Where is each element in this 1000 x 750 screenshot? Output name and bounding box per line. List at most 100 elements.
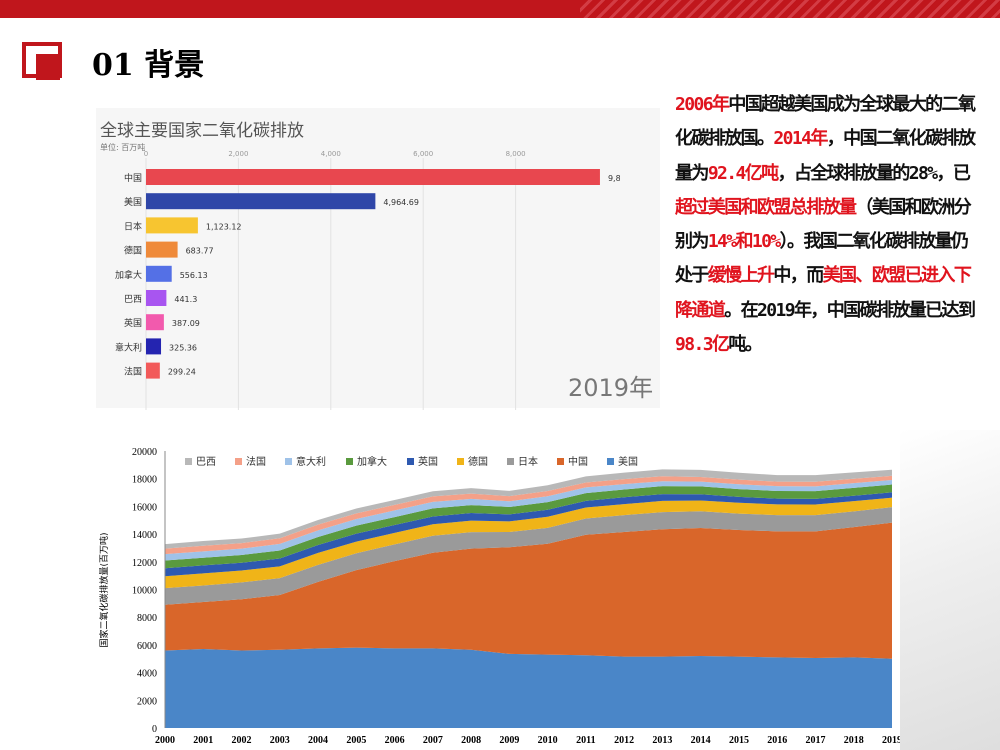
legend-label: 英国 — [418, 455, 438, 468]
x-tick-label: 0 — [144, 150, 148, 158]
legend-label: 日本 — [518, 455, 538, 468]
x-tick-label: 2005 — [346, 735, 366, 746]
x-tick-label: 2013 — [652, 735, 672, 746]
page-title: 01 背景 — [92, 48, 205, 83]
body-text: 中，而 — [773, 265, 824, 287]
bar — [146, 169, 600, 185]
value-label: 387.09 — [172, 319, 200, 328]
y-tick-label: 14000 — [132, 530, 157, 541]
x-tick-label: 2003 — [270, 735, 290, 746]
legend-label: 巴西 — [196, 456, 216, 468]
value-label: 556.13 — [180, 271, 208, 280]
legend-label: 美国 — [618, 455, 638, 468]
y-tick-label: 10000 — [132, 586, 157, 597]
highlight-text: 超过美国和欧盟总排放量 — [675, 196, 857, 218]
value-label: 4,964.69 — [383, 198, 419, 207]
legend-swatch — [557, 458, 564, 465]
area-series — [165, 647, 892, 728]
highlight-text: 14%和10% — [707, 231, 781, 253]
body-text: 。在2019年，中国碳排放量已达到 — [724, 299, 976, 321]
bar — [146, 362, 160, 379]
x-tick-label: 2001 — [193, 735, 213, 746]
area-series — [165, 479, 892, 561]
x-tick-label: 2,000 — [228, 150, 248, 158]
legend-label: 中国 — [568, 455, 588, 468]
x-tick-label: 2007 — [423, 735, 443, 746]
category-label: 日本 — [124, 220, 142, 232]
x-tick-label: 2018 — [844, 735, 864, 746]
y-tick-label: 16000 — [132, 502, 157, 513]
bar-chart-title: 全球主要国家二氧化碳排放 — [100, 121, 304, 141]
x-tick-label: 2010 — [538, 735, 558, 746]
x-tick-label: 8,000 — [506, 150, 526, 158]
x-tick-label: 4,000 — [321, 150, 341, 158]
highlight-text: 美国、欧盟已进入下降通道 — [675, 265, 972, 321]
x-tick-label: 2012 — [614, 735, 634, 746]
area-series — [165, 507, 892, 605]
value-label: 441.3 — [174, 295, 197, 304]
x-tick-label: 2008 — [461, 735, 481, 746]
x-tick-label: 2019 — [882, 735, 900, 746]
x-tick-label: 2000 — [155, 735, 175, 746]
bar-race-panel — [96, 108, 660, 408]
bar — [146, 290, 167, 306]
area-series — [165, 522, 892, 659]
category-label: 美国 — [124, 196, 142, 208]
x-tick-label: 2009 — [499, 735, 519, 746]
highlight-text: 缓慢上升 — [707, 265, 775, 287]
area-series — [165, 469, 892, 549]
title-square-icon — [22, 42, 72, 82]
category-label: 法国 — [124, 366, 142, 378]
legend-label: 加拿大 — [357, 455, 387, 468]
y-tick-label: 18000 — [132, 475, 157, 486]
value-label: 683.77 — [186, 247, 214, 256]
description-text: 2006年中国超越美国成为全球最大的二氧化碳排放国。2014年，中国二氧化碳排放… — [675, 88, 976, 362]
body-text: 中国超越美国成为全球最大的二氧化碳排放国。 — [675, 94, 976, 150]
y-tick-label: 20000 — [132, 447, 157, 458]
category-label: 英国 — [124, 317, 142, 329]
y-axis-label: 国家二氧化碳排放量(百万吨) — [98, 532, 110, 647]
body-text: 吨。 — [728, 334, 762, 356]
bar-chart: 0 2,000 4,000 6,000 8,000 中国 9,825.8 美国 4,964.69… — [115, 150, 620, 410]
y-tick-label: 12000 — [132, 558, 157, 569]
category-label: 巴西 — [124, 294, 142, 305]
area-series — [165, 484, 892, 569]
body-text: （美国和欧洲分别为 — [675, 196, 972, 253]
value-label: 9,825.8 — [608, 174, 620, 183]
category-label: 意大利 — [115, 341, 142, 353]
y-tick-label: 4000 — [137, 669, 157, 680]
x-tick-label: 2017 — [805, 735, 825, 746]
x-tick-label: 2006 — [385, 735, 405, 746]
highlight-text: 92.4亿吨 — [707, 162, 779, 184]
legend-swatch — [235, 458, 242, 465]
y-tick-label: 6000 — [137, 641, 157, 652]
decorative-background — [900, 430, 1000, 750]
value-label: 325.36 — [169, 343, 197, 352]
highlight-text: 2006年 — [675, 94, 730, 115]
bar — [146, 193, 376, 210]
x-tick-label: 2011 — [576, 735, 595, 746]
category-label: 加拿大 — [115, 269, 142, 281]
bar — [146, 241, 178, 258]
legend-label: 德国 — [468, 455, 488, 468]
bar — [146, 338, 162, 355]
category-label: 德国 — [124, 245, 142, 257]
x-tick-label: 6,000 — [413, 150, 433, 158]
legend-swatch — [507, 458, 514, 465]
bar — [146, 314, 164, 331]
y-tick-label: 8000 — [137, 613, 157, 624]
top-band — [0, 0, 1000, 18]
bar-chart-year-label: 2019年 — [568, 374, 654, 402]
value-label: 299.24 — [168, 368, 196, 377]
body-text: ，中国二氧化碳排放量为 — [675, 128, 976, 184]
body-text: ）。我国二氧化碳排放量仍处于 — [675, 231, 969, 287]
legend-label: 法国 — [246, 455, 266, 468]
bar — [146, 265, 172, 282]
highlight-text: 2014年 — [773, 128, 828, 150]
legend-swatch — [407, 458, 414, 465]
legend-swatch — [457, 458, 464, 465]
value-label: 1,123.12 — [206, 222, 242, 231]
y-tick-label: 0 — [152, 724, 157, 735]
x-tick-label: 2004 — [308, 735, 328, 746]
